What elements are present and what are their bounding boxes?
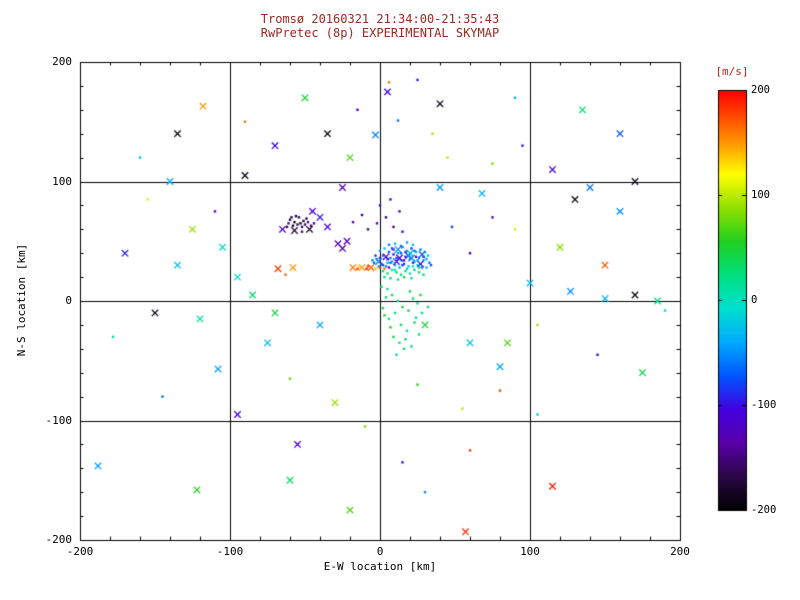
plot-title-line1: Tromsø 20160321 21:34:00-21:35:43 [260,12,500,26]
colorbar-tick-label-0: 200 [751,84,770,96]
y-tick-label-2: 0 [65,294,72,307]
x-tick-label-1: -100 [216,545,244,558]
colorbar-units-label: [m/s] [715,65,749,78]
x-tick-label-3: 100 [520,545,540,558]
colorbar-tick-label-3: -100 [751,399,777,411]
x-tick-label-4: 200 [670,545,690,558]
colorbar-tick-label-4: -200 [751,504,777,516]
y-tick-label-3: -100 [45,413,73,427]
colorbar-tick-label-2: 0 [751,294,758,306]
y-tick-label-1: 100 [52,174,72,188]
plot-title-line2: RwPretec (8p) EXPERIMENTAL SKYMAP [260,26,500,40]
colorbar-tick-label-1: 100 [751,189,770,201]
y-tick-label-0: 200 [52,55,72,68]
x-axis-label: E-W location [km] [323,560,437,573]
x-tick-label-2: 0 [376,545,384,558]
y-tick-label-4: -200 [45,533,73,546]
y-axis-label: N-S location [km] [15,243,28,357]
x-tick-label-0: -200 [66,545,94,558]
